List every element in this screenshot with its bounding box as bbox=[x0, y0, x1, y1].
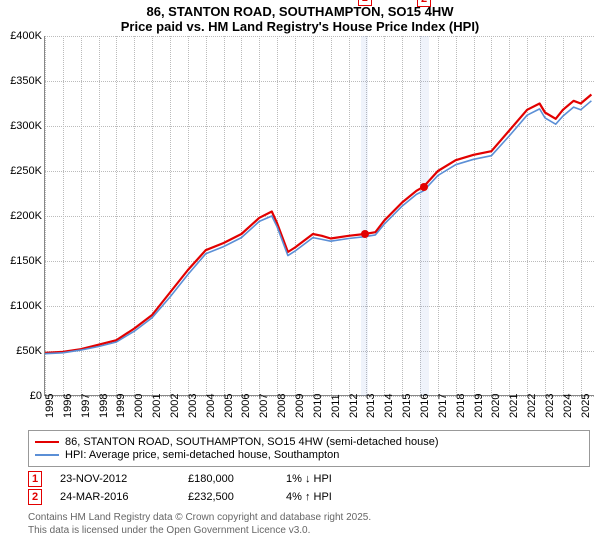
data-attribution: Contains HM Land Registry data © Crown c… bbox=[28, 511, 590, 537]
y-tick-label: £50K bbox=[16, 345, 42, 357]
title-line-1: 86, STANTON ROAD, SOUTHAMPTON, SO15 4HW bbox=[0, 4, 600, 19]
x-tick-label: 2017 bbox=[437, 394, 449, 418]
y-tick-label: £100K bbox=[10, 300, 42, 312]
x-tick-label: 2003 bbox=[187, 394, 199, 418]
x-tick-label: 2005 bbox=[223, 394, 235, 418]
legend-swatch bbox=[35, 441, 59, 443]
x-tick-label: 2021 bbox=[508, 394, 520, 418]
price-point-marker bbox=[361, 230, 369, 238]
x-tick-label: 2000 bbox=[133, 394, 145, 418]
x-tick-label: 2025 bbox=[580, 394, 592, 418]
x-tick-label: 1996 bbox=[62, 394, 74, 418]
legend-item: 86, STANTON ROAD, SOUTHAMPTON, SO15 4HW … bbox=[35, 436, 583, 448]
x-tick-label: 1999 bbox=[115, 394, 127, 418]
price-point-index: 1 bbox=[28, 471, 42, 487]
legend-label: 86, STANTON ROAD, SOUTHAMPTON, SO15 4HW … bbox=[65, 436, 439, 448]
price-point-index: 2 bbox=[28, 489, 42, 505]
price-point-callout: 2 bbox=[417, 0, 431, 7]
plot-area: 12 bbox=[44, 36, 594, 396]
x-tick-label: 2008 bbox=[276, 394, 288, 418]
x-tick-label: 2016 bbox=[419, 394, 431, 418]
x-tick-label: 2020 bbox=[490, 394, 502, 418]
x-axis: 1995 1996 1997 1998 1999 2000 2001 2002 2003 2004… bbox=[44, 396, 594, 426]
legend-item: HPI: Average price, semi-detached house,… bbox=[35, 449, 583, 461]
series-line bbox=[45, 101, 591, 354]
x-tick-label: 2009 bbox=[294, 394, 306, 418]
x-tick-label: 2006 bbox=[240, 394, 252, 418]
x-tick-label: 2007 bbox=[258, 394, 270, 418]
x-tick-label: 2014 bbox=[383, 394, 395, 418]
series-line bbox=[45, 95, 591, 353]
x-tick-label: 2012 bbox=[348, 394, 360, 418]
y-axis: £0£50K£100K£150K£200K£250K£300K£350K£400… bbox=[0, 36, 44, 396]
price-point-date: 24-MAR-2016 bbox=[60, 491, 170, 503]
y-tick-label: £300K bbox=[10, 120, 42, 132]
y-tick-label: £400K bbox=[10, 30, 42, 42]
x-tick-label: 2011 bbox=[330, 394, 342, 418]
footer-line-1: Contains HM Land Registry data © Crown c… bbox=[28, 511, 590, 524]
x-tick-label: 1997 bbox=[80, 394, 92, 418]
x-tick-label: 2023 bbox=[544, 394, 556, 418]
price-point-marker bbox=[420, 183, 428, 191]
price-point-price: £180,000 bbox=[188, 473, 268, 485]
title-line-2: Price paid vs. HM Land Registry's House … bbox=[0, 19, 600, 34]
y-tick-label: £200K bbox=[10, 210, 42, 222]
price-point-delta: 4% ↑ HPI bbox=[286, 491, 332, 503]
x-tick-label: 2018 bbox=[455, 394, 467, 418]
x-tick-label: 1998 bbox=[98, 394, 110, 418]
chart-title: 86, STANTON ROAD, SOUTHAMPTON, SO15 4HW … bbox=[0, 0, 600, 36]
price-point-price: £232,500 bbox=[188, 491, 268, 503]
x-tick-label: 2019 bbox=[473, 394, 485, 418]
y-tick-label: £250K bbox=[10, 165, 42, 177]
price-points-table: 1 23-NOV-2012 £180,000 1% ↓ HPI 2 24-MAR-2016… bbox=[28, 471, 590, 505]
x-tick-label: 1995 bbox=[44, 394, 56, 418]
price-point-callout: 1 bbox=[358, 0, 372, 6]
x-tick-label: 2010 bbox=[312, 394, 324, 418]
x-tick-label: 2022 bbox=[526, 394, 538, 418]
y-tick-label: £350K bbox=[10, 75, 42, 87]
y-tick-label: £150K bbox=[10, 255, 42, 267]
x-tick-label: 2015 bbox=[401, 394, 413, 418]
x-tick-label: 2001 bbox=[151, 394, 163, 418]
price-point-date: 23-NOV-2012 bbox=[60, 473, 170, 485]
x-tick-label: 2024 bbox=[562, 394, 574, 418]
x-tick-label: 2004 bbox=[205, 394, 217, 418]
legend-swatch bbox=[35, 454, 59, 456]
legend: 86, STANTON ROAD, SOUTHAMPTON, SO15 4HW … bbox=[28, 430, 590, 467]
y-tick-label: £0 bbox=[30, 390, 42, 402]
footer-line-2: This data is licensed under the Open Gov… bbox=[28, 524, 590, 537]
price-point-row: 1 23-NOV-2012 £180,000 1% ↓ HPI bbox=[28, 471, 590, 487]
price-point-row: 2 24-MAR-2016 £232,500 4% ↑ HPI bbox=[28, 489, 590, 505]
legend-label: HPI: Average price, semi-detached house,… bbox=[65, 449, 339, 461]
x-tick-label: 2002 bbox=[169, 394, 181, 418]
line-series bbox=[45, 36, 595, 396]
x-tick-label: 2013 bbox=[365, 394, 377, 418]
price-point-delta: 1% ↓ HPI bbox=[286, 473, 332, 485]
chart-area: £0£50K£100K£150K£200K£250K£300K£350K£400… bbox=[0, 36, 600, 426]
